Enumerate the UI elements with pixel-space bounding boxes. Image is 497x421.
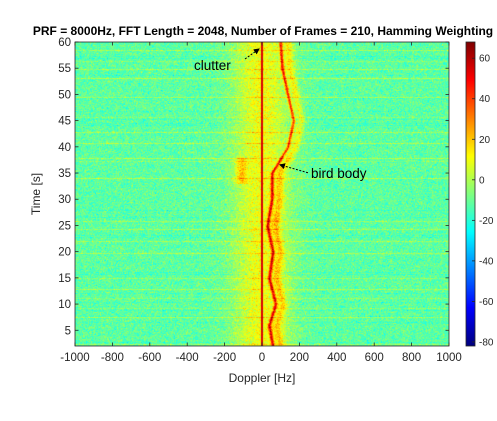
annotation-bird-body: bird body xyxy=(311,166,367,181)
y-tick-label: 55 xyxy=(58,63,71,75)
x-tick-label: 800 xyxy=(402,352,421,364)
annotations: clutter bird body xyxy=(194,48,367,181)
annotation-bird-body-arrow xyxy=(278,163,309,174)
colorbar-tick-label: -60 xyxy=(479,297,494,308)
colorbar-frame xyxy=(465,41,476,347)
plot-area xyxy=(74,41,450,347)
colorbar-tick-label: 20 xyxy=(479,135,491,146)
y-tick-label: 15 xyxy=(58,273,71,285)
colorbar-tick-label: 40 xyxy=(479,94,491,105)
colorbar-tick-label: -20 xyxy=(479,216,494,227)
y-tick-label: 30 xyxy=(58,194,71,206)
y-tick-label: 20 xyxy=(58,247,71,259)
y-tick-label: 25 xyxy=(58,220,71,232)
colorbar-ticks: 60 40 20 0 -20 -40 -60 -80 xyxy=(472,54,494,348)
x-tick-label: 600 xyxy=(365,352,384,364)
y-tick-label: 5 xyxy=(65,325,71,337)
x-tick-label: -200 xyxy=(213,352,236,364)
y-tick-label: 35 xyxy=(58,168,71,180)
colorbar-tick-label: 0 xyxy=(479,175,485,186)
colorbar-gradient xyxy=(466,42,475,346)
colorbar-tick-label: 60 xyxy=(479,54,491,65)
y-axis-label: Time [s] xyxy=(29,173,43,215)
y-tick-label: 50 xyxy=(58,89,71,101)
annotation-clutter: clutter xyxy=(194,58,231,73)
heatmap-canvas xyxy=(75,42,449,346)
chart-title: PRF = 8000Hz, FFT Length = 2048, Number … xyxy=(33,24,493,38)
x-tick-label: 200 xyxy=(290,352,309,364)
x-tick-label: 400 xyxy=(327,352,346,364)
colorbar-gradient-frame xyxy=(466,42,475,346)
x-tick-label: 1000 xyxy=(436,352,462,364)
annotation-clutter-arrow xyxy=(244,48,260,60)
y-axis: 5 10 15 20 25 30 35 40 45 50 55 60 xyxy=(58,37,449,337)
x-tick-label: -600 xyxy=(138,352,161,364)
x-axis: -1000 -800 -600 -400 -200 0 200 400 600 800 1000 xyxy=(60,42,462,364)
y-tick-label: 10 xyxy=(58,299,71,311)
y-tick-label: 60 xyxy=(58,37,71,49)
colorbar: 60 40 20 0 -20 -40 -60 -80 xyxy=(465,41,494,348)
colorbar-tick-label: -80 xyxy=(479,337,494,348)
x-tick-label: 0 xyxy=(259,352,265,364)
y-tick-label: 40 xyxy=(58,142,71,154)
y-tick-label: 45 xyxy=(58,116,71,128)
x-axis-label: Doppler [Hz] xyxy=(229,371,296,385)
x-tick-label: -800 xyxy=(101,352,124,364)
colorbar-tick-label: -40 xyxy=(479,256,494,267)
x-tick-label: -400 xyxy=(176,352,199,364)
x-tick-label: -1000 xyxy=(60,352,89,364)
heatmap-image-frame xyxy=(75,42,449,346)
